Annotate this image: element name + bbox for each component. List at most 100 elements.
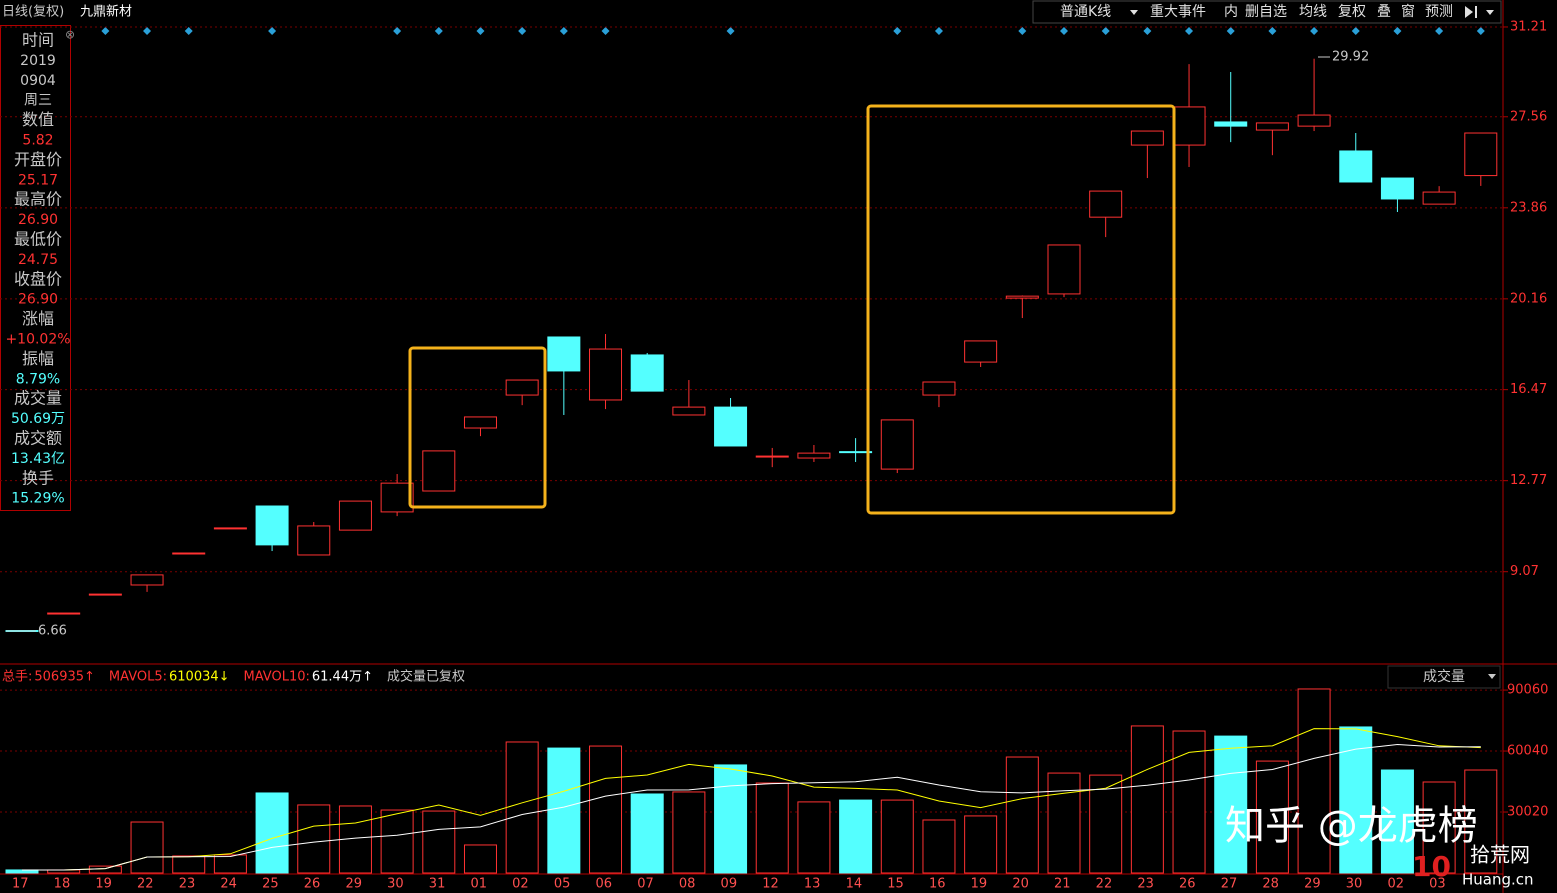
volume-bar [672,791,706,874]
candle-body [380,482,414,513]
x-tick-label: 23 [179,877,196,892]
info-value: 8.79% [16,371,60,387]
info-label: 开盘价 [14,150,62,169]
x-tick-label: 20 [1012,877,1029,892]
event-marker[interactable] [726,27,735,35]
x-tick-label: 22 [137,877,154,892]
toolbar-button[interactable]: 重大事件 [1150,4,1206,20]
candle-body [463,416,497,429]
x-tick-label: 08 [679,877,696,892]
volume-bar [1380,769,1414,874]
candle-body [1089,190,1123,218]
toolbar-button[interactable]: 删自选 [1245,4,1287,20]
volume-bar [213,854,247,874]
event-marker[interactable] [1018,27,1027,35]
dropdown-arrow [1130,10,1138,15]
x-tick-label: 30 [1346,877,1363,892]
event-marker[interactable] [476,27,485,35]
volume-bar [797,801,831,874]
event-marker[interactable] [934,27,943,35]
candle-body [1422,191,1456,205]
info-label: 涨幅 [22,309,54,328]
volume-bar [463,844,497,874]
event-marker[interactable] [268,27,277,35]
event-marker[interactable] [1226,27,1235,35]
x-tick-label: 01 [470,877,487,892]
y-tick-label: 9.07 [1510,564,1539,579]
event-marker[interactable] [184,27,193,35]
toolbar-button[interactable]: 普通K线 [1060,4,1111,20]
info-value: 周三 [24,93,52,109]
event-marker[interactable] [893,27,902,35]
highlight-box [866,104,1176,515]
legend-label: MAVOL10: [244,670,310,685]
event-marker[interactable] [1143,27,1152,35]
event-marker[interactable] [1435,27,1444,35]
info-panel-frame [0,25,71,511]
x-tick-label: 05 [554,877,571,892]
candle-body [714,406,748,447]
event-marker[interactable] [143,27,152,35]
ma-line [22,728,1481,871]
volume-bar [1005,756,1039,874]
volume-bar [505,741,539,874]
selector-frame [1387,665,1501,689]
x-tick-label: 27 [1221,877,1238,892]
info-value: 5.82 [22,133,53,149]
event-marker[interactable] [1351,27,1360,35]
x-tick-label: 31 [429,877,446,892]
toolbar-button[interactable]: 叠 [1377,4,1391,20]
volume-bar [1255,760,1289,874]
event-marker[interactable] [393,27,402,35]
event-marker[interactable] [601,27,610,35]
x-tick-label: 29 [1304,877,1321,892]
info-label: 成交量 [14,389,62,408]
event-marker[interactable] [559,27,568,35]
event-marker[interactable] [518,27,527,35]
event-marker[interactable] [434,27,443,35]
candle-body [297,525,331,556]
y-tick-label: 20.16 [1510,291,1547,306]
x-tick-label: 29 [345,877,362,892]
event-marker[interactable] [1268,27,1277,35]
event-marker[interactable] [1310,27,1319,35]
volume-bar [547,747,581,874]
toolbar-button[interactable]: 内 [1224,4,1238,20]
x-tick-label: 02 [512,877,529,892]
period: 日线(复权) [2,4,64,20]
volume-bar [1172,730,1206,874]
x-tick-label: 18 [54,877,71,892]
info-label: 换手 [22,468,54,487]
x-tick-label: 30 [387,877,404,892]
volume-selector[interactable]: 成交量 [1423,668,1465,685]
x-tick-label: 23 [1137,877,1154,892]
event-marker[interactable] [1393,27,1402,35]
volume-bar [630,793,664,874]
dropdown-arrow [1488,674,1496,679]
close-icon[interactable]: ⊗ [65,28,75,42]
candle-body [880,419,914,470]
event-marker[interactable] [1060,27,1068,35]
event-marker[interactable] [101,27,110,35]
volume-bar [1089,774,1123,874]
legend-label: 成交量已复权 [387,669,465,685]
candle-body [1297,114,1331,127]
candle-body [547,336,581,372]
event-marker[interactable] [1476,27,1485,35]
candle-body [1172,106,1206,146]
volume-bar [422,810,456,874]
x-tick-label: 26 [304,877,321,892]
toolbar-button[interactable]: 均线 [1299,4,1327,20]
toolbar-button[interactable]: 复权 [1338,3,1366,20]
x-tick-label: 14 [846,877,863,892]
info-value: 2019 [20,53,56,69]
event-marker[interactable] [1101,27,1110,35]
candle-body [1214,121,1248,127]
play-button[interactable] [1465,6,1477,18]
toolbar-button[interactable]: 窗 [1401,3,1415,20]
info-label: 最低价 [14,230,62,249]
event-marker[interactable] [1185,27,1194,35]
toolbar-button[interactable]: 预测 [1425,4,1453,20]
